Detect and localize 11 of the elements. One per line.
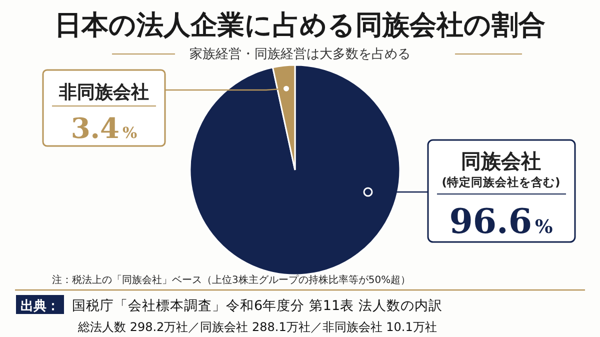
data-label: 3.4% bbox=[70, 112, 138, 145]
text: 総法人数 298.2万社／同族会社 288.1万社／非同族会社 10.1万社 bbox=[77, 320, 437, 334]
text: 注：税法上の「同族会社」ベース（上位3株主グループの持株比率等が50%超） bbox=[52, 274, 411, 286]
text: (特定同族会社を含む) bbox=[442, 175, 560, 189]
data-label: 96.6% bbox=[449, 202, 554, 242]
source-note: 出典： bbox=[20, 299, 60, 314]
text: 国税庁「会社標本調査」令和6年度分 第11表 法人数の内訳 bbox=[72, 298, 442, 314]
slice-label: 非同族会社 bbox=[58, 82, 149, 103]
chart-subtitle: 家族経営・同族経営は大多数を占める bbox=[190, 46, 410, 62]
chart-title: 日本の法人企業に占める同族会社の割合 bbox=[54, 10, 546, 41]
slice-label: 同族会社 bbox=[461, 149, 541, 173]
